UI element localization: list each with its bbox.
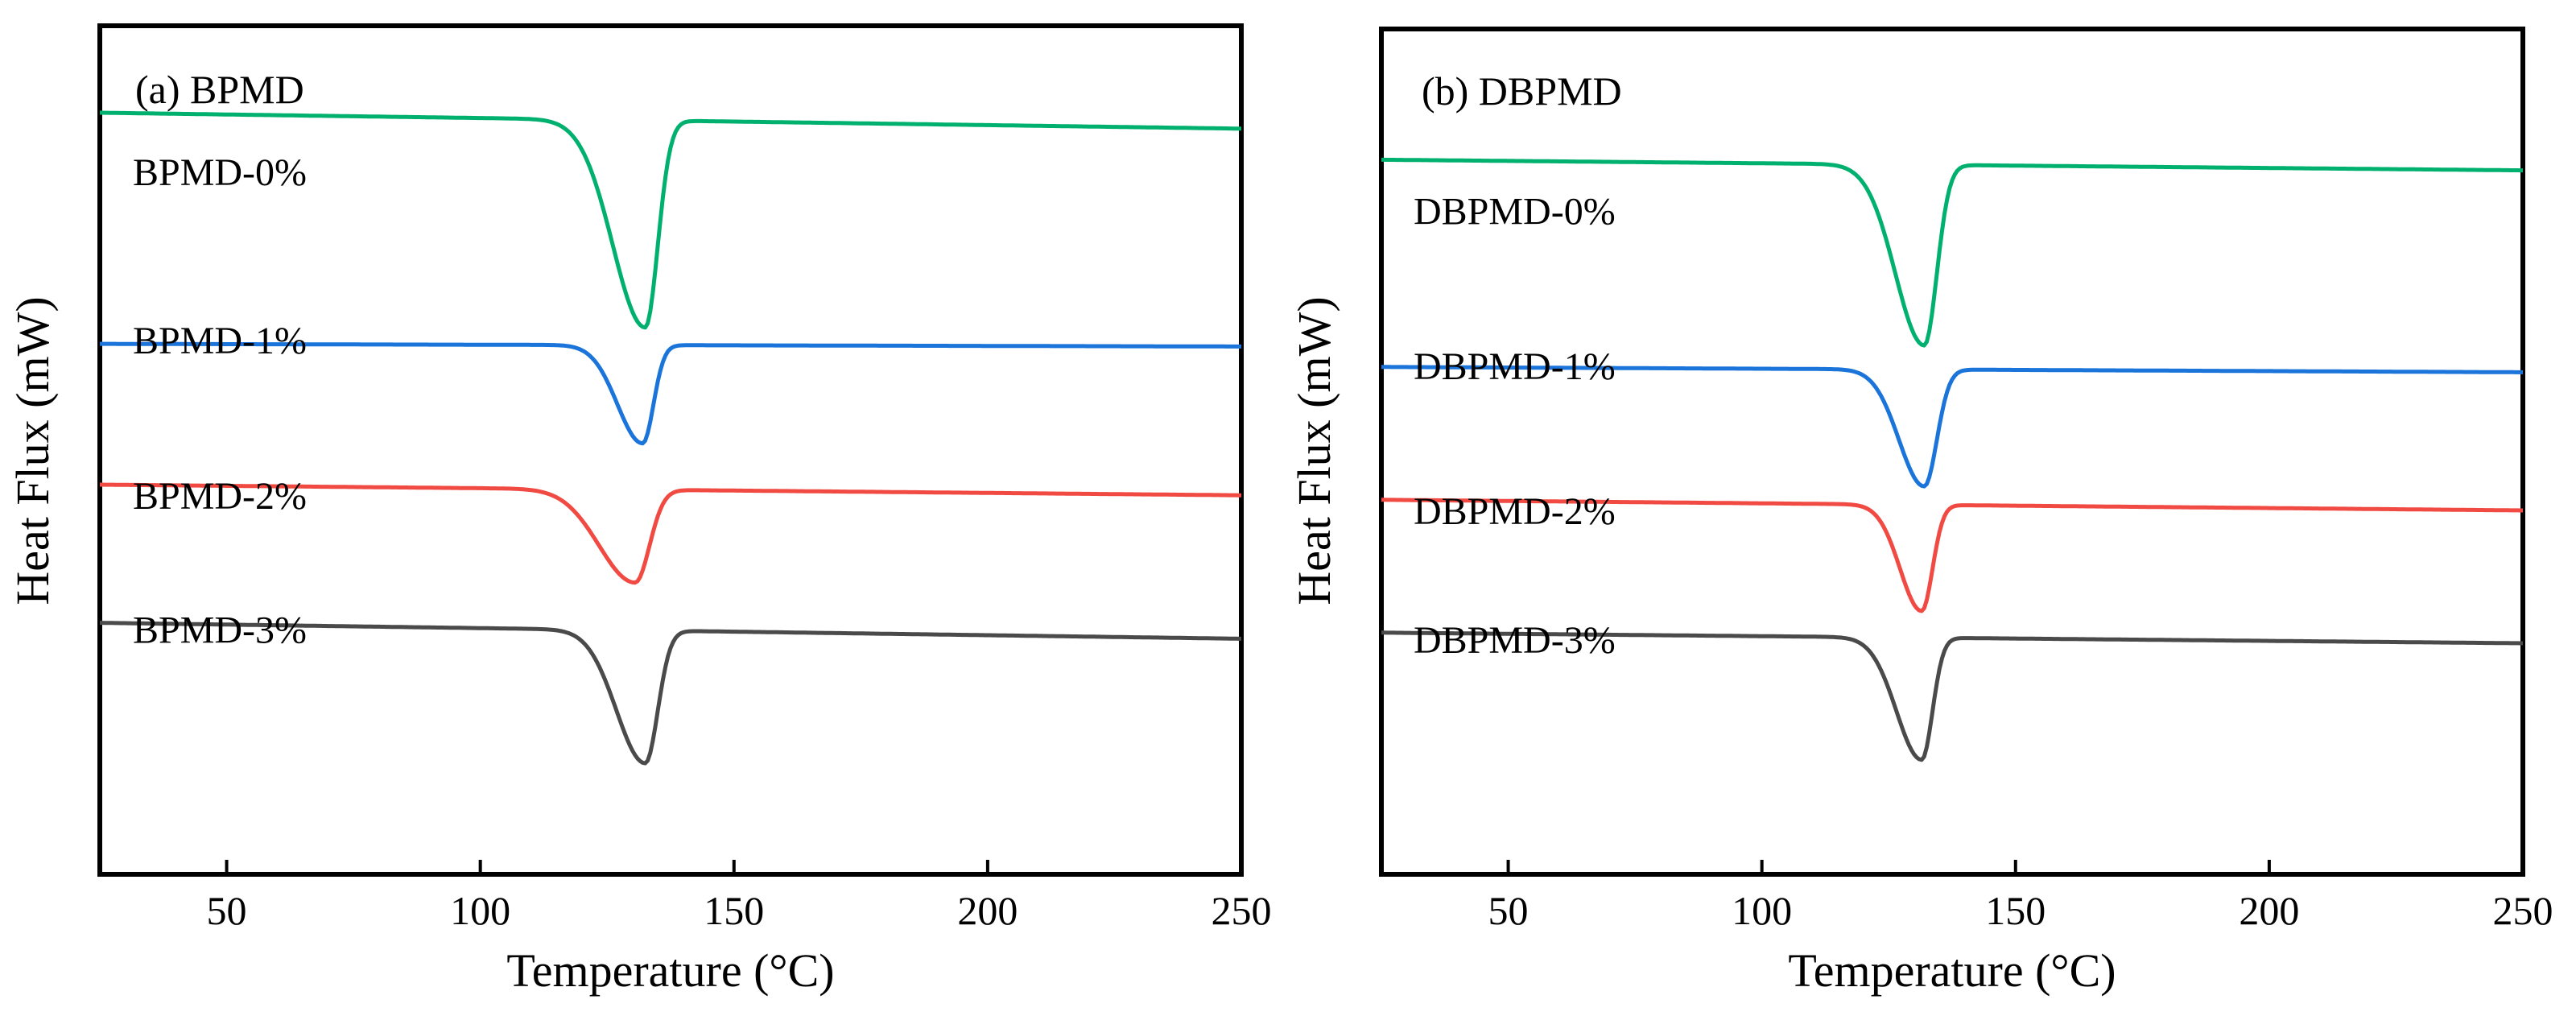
series-line (1381, 365, 2523, 489)
series-line (100, 621, 1241, 766)
curves (1381, 157, 2523, 762)
series-line (100, 110, 1241, 330)
plot-frame (97, 23, 1244, 877)
panel-b: (b) DBPMD Heat Flux (mW) Temperature (°C… (1288, 27, 2553, 997)
plot-frame (1379, 27, 2525, 877)
x-axis-title: Temperature (°C) (1788, 944, 2116, 997)
panel-a: (a) BPMD Heat Flux (mW) Temperature (°C)… (6, 23, 1272, 997)
series-line (1381, 498, 2523, 613)
series-label: BPMD-3% (133, 609, 307, 652)
series-labels: DBPMD-0% DBPMD-1% DBPMD-2% DBPMD-3% (1414, 190, 1616, 661)
series-label: BPMD-1% (133, 320, 307, 362)
curves (100, 110, 1241, 766)
series-line (1381, 630, 2523, 762)
series-line (100, 482, 1241, 585)
series-label: DBPMD-3% (1414, 619, 1616, 662)
panel-title: (a) BPMD (135, 67, 304, 112)
x-ticks: 50 100 150 200 250 (207, 860, 1272, 933)
series-line (1381, 157, 2523, 348)
x-tick-label: 50 (1488, 888, 1529, 933)
series-label: DBPMD-2% (1414, 490, 1616, 533)
y-axis-title: Heat Flux (mW) (6, 296, 59, 605)
x-tick-label: 150 (704, 888, 764, 933)
series-label: DBPMD-1% (1414, 345, 1616, 388)
series-label: DBPMD-0% (1414, 190, 1616, 233)
x-tick-label: 200 (957, 888, 1018, 933)
x-tick-label: 100 (450, 888, 510, 933)
series-label: BPMD-2% (133, 475, 307, 518)
x-tick-label: 250 (2493, 888, 2553, 933)
x-tick-label: 200 (2239, 888, 2299, 933)
panel-title: (b) DBPMD (1422, 68, 1622, 114)
x-tick-label: 100 (1732, 888, 1792, 933)
series-line (100, 341, 1241, 446)
x-tick-label: 250 (1212, 888, 1272, 933)
x-ticks: 50 100 150 200 250 (1488, 860, 2553, 933)
x-tick-label: 50 (207, 888, 247, 933)
y-axis-title: Heat Flux (mW) (1288, 296, 1340, 605)
x-axis-title: Temperature (°C) (506, 944, 834, 997)
x-tick-label: 150 (1985, 888, 2046, 933)
series-labels: BPMD-0% BPMD-1% BPMD-2% BPMD-3% (133, 151, 307, 652)
series-label: BPMD-0% (133, 151, 307, 194)
